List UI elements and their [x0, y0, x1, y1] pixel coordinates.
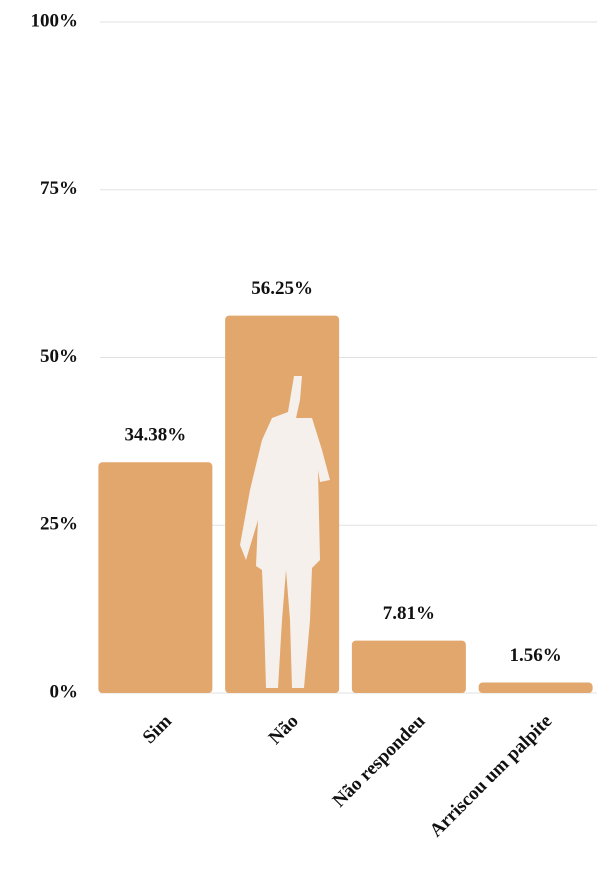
value-label: 1.56% [510, 645, 562, 666]
value-label: 56.25% [251, 278, 313, 299]
x-tick-label: Sim [139, 711, 176, 748]
y-tick-label: 75% [40, 178, 78, 199]
y-tick-label: 25% [40, 514, 78, 535]
value-label: 34.38% [125, 425, 187, 446]
x-tick-label: Não [265, 711, 303, 749]
bars [98, 315, 593, 693]
y-tick-label: 0% [50, 681, 79, 702]
y-tick-label: 100% [31, 10, 79, 31]
bar [98, 462, 213, 693]
silhouette [240, 376, 330, 688]
y-tick-label: 50% [40, 346, 78, 367]
x-tick-label: Não respondeu [329, 710, 430, 811]
x-tick-label: Arriscou um palpite [426, 711, 557, 842]
value-label: 7.81% [383, 603, 435, 624]
bar [478, 682, 593, 693]
bar [351, 640, 466, 693]
